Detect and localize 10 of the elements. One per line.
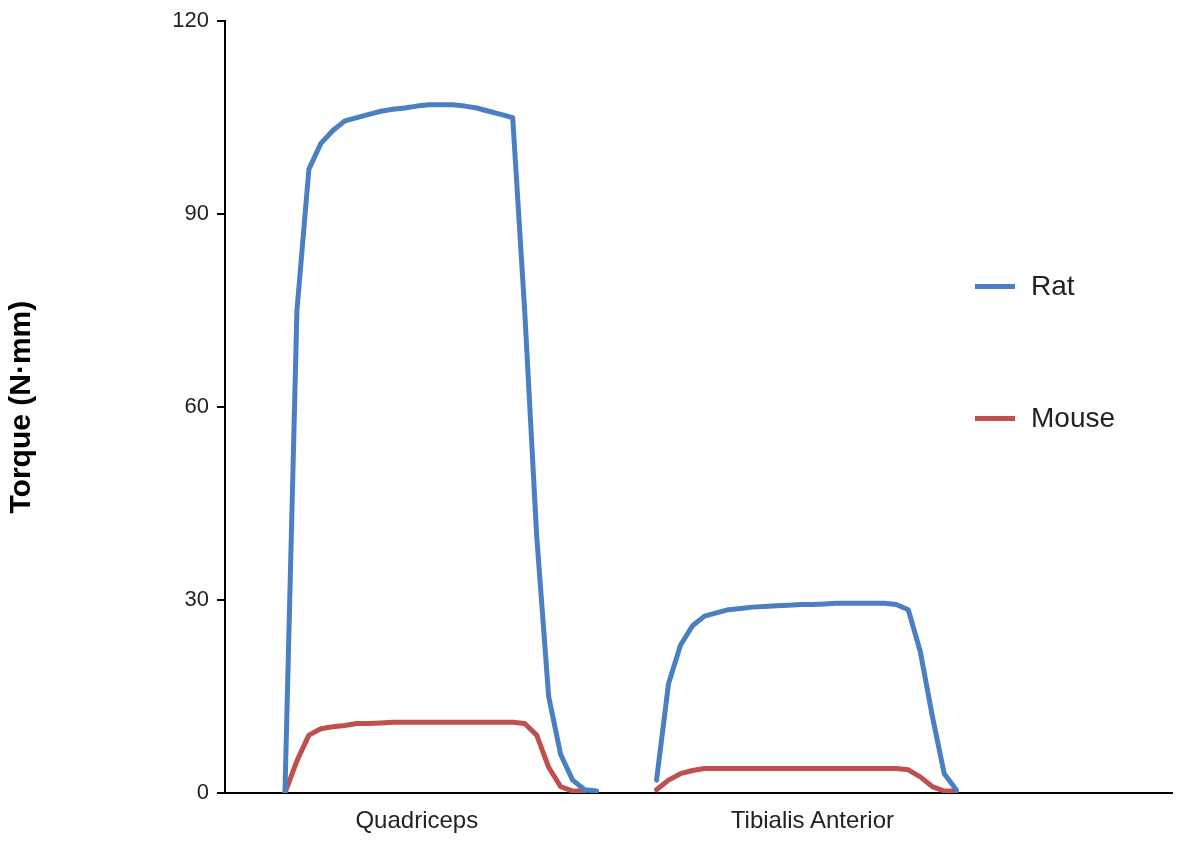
legend-label: Rat [1031, 270, 1075, 302]
y-tick-label: 120 [172, 7, 209, 33]
x-tick-label: Quadriceps [355, 806, 479, 834]
y-tick-label: 30 [184, 586, 209, 612]
y-tick-label: 60 [184, 393, 209, 419]
y-axis-title: Torque (N·mm) [3, 300, 37, 514]
legend-label: Mouse [1031, 402, 1116, 434]
y-tick-label: 90 [184, 200, 209, 226]
y-tick-label: 0 [196, 779, 209, 805]
x-tick-label: Tibialis Anterior [730, 806, 894, 834]
